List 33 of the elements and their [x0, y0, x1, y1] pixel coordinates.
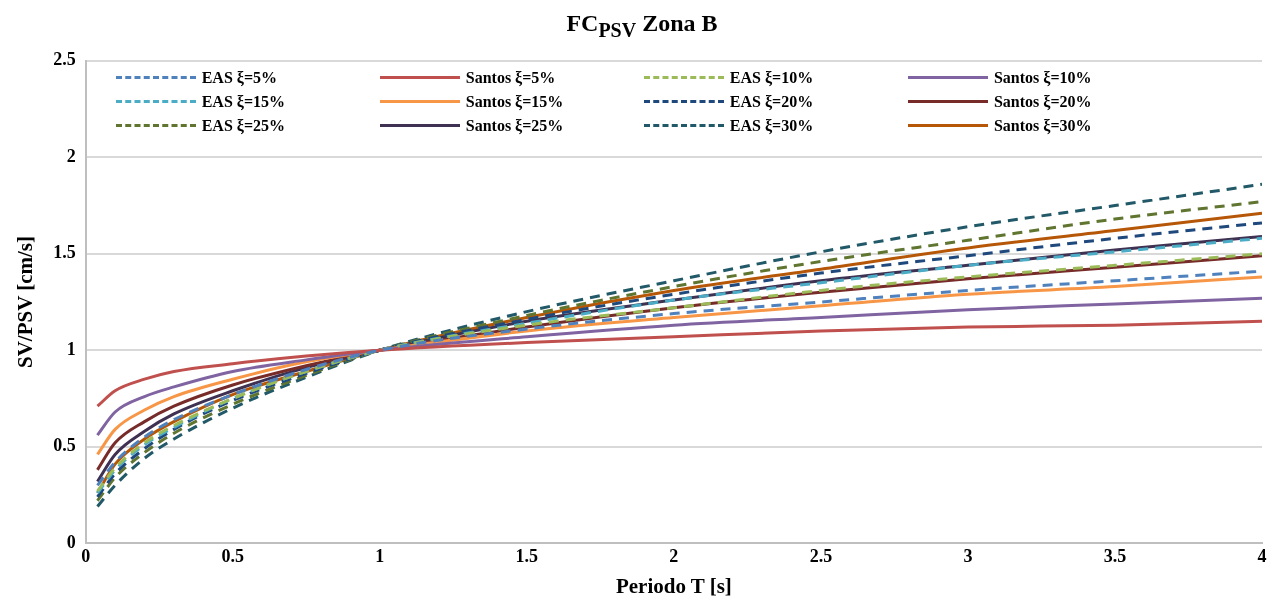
x-tick-label: 0: [81, 545, 91, 566]
x-tick-label: 2.5: [809, 545, 833, 566]
y-tick-label: 0: [66, 531, 76, 552]
line-series: [95, 296, 1262, 437]
y-axis-title: SV/PSV [cm/s]: [13, 235, 38, 369]
line-series: [95, 275, 1262, 456]
x-tick-label: 1: [375, 545, 385, 566]
legend-label: EAS ξ=10%: [729, 68, 814, 87]
legend-label: Santos ξ=30%: [993, 116, 1092, 135]
y-tick-label: 2.5: [53, 49, 76, 70]
legend-label: EAS ξ=5%: [201, 68, 278, 87]
line-series: [95, 319, 1262, 408]
x-tick-label: 1.5: [515, 545, 539, 566]
legend-label: Santos ξ=20%: [993, 92, 1092, 111]
x-tick-label: 3.5: [1103, 545, 1127, 566]
legend-label: EAS ξ=20%: [729, 92, 814, 111]
x-tick-label: 4: [1257, 545, 1267, 566]
legend-label: Santos ξ=25%: [465, 116, 564, 135]
legend-label: Santos ξ=10%: [993, 68, 1092, 87]
legend-label: EAS ξ=25%: [201, 116, 286, 135]
chart-title: FC$_{PSV}$ Zona B: [565, 9, 719, 41]
x-tick-label: 0.5: [221, 545, 244, 566]
y-tick-label: 0.5: [53, 435, 76, 456]
y-tick-label: 1: [66, 338, 76, 359]
x-axis-title: Periodo T [s]: [615, 573, 732, 598]
legend-label: Santos ξ=15%: [465, 92, 564, 111]
legend-label: EAS ξ=30%: [729, 116, 814, 135]
legend-label: Santos ξ=5%: [465, 68, 556, 87]
x-tick-label: 2: [669, 545, 679, 566]
x-tick-label: 3: [963, 545, 973, 566]
legend-label: EAS ξ=15%: [201, 92, 286, 111]
y-tick-label: 1.5: [53, 242, 76, 263]
y-tick-label: 2: [66, 145, 76, 166]
